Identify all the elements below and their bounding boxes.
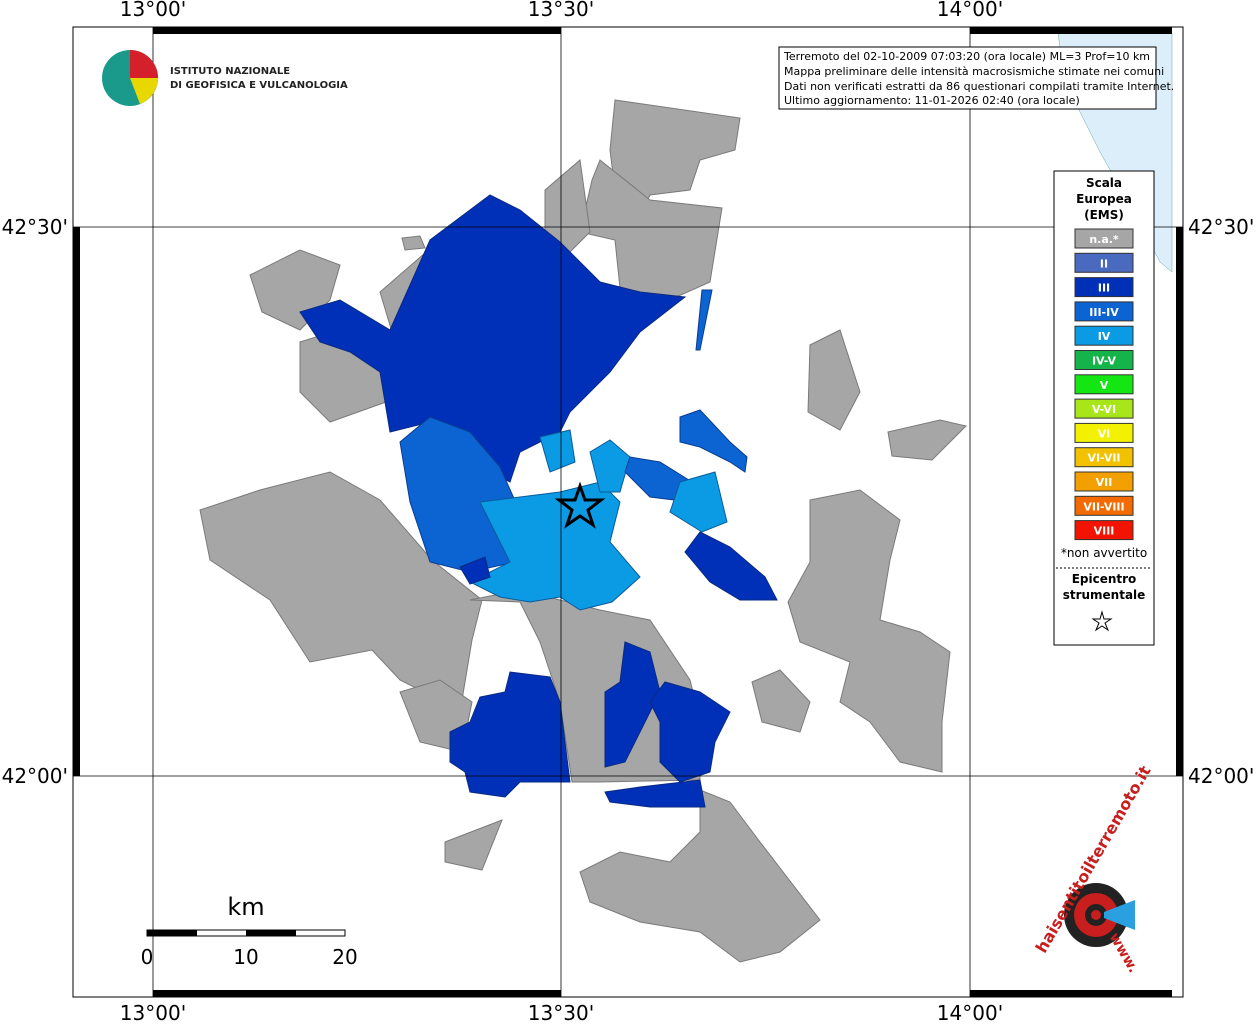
legend-swatch — [1074, 471, 1134, 492]
legend-label: II — [1100, 257, 1108, 270]
scale-bar: km 0 10 20 — [141, 893, 358, 969]
ingv-logo: ISTITUTO NAZIONALE DI GEOFISICA E VULCAN… — [102, 50, 348, 106]
municipalities-na — [199, 99, 967, 963]
legend-label: VI — [1098, 427, 1111, 440]
legend-label: V — [1100, 379, 1109, 392]
legend-swatch — [1074, 447, 1134, 468]
lon-label: 14°00' — [937, 1001, 1003, 1024]
legend-swatch — [1074, 495, 1134, 516]
info-box — [778, 46, 1157, 110]
legend-label: III — [1098, 282, 1110, 295]
municipalities-reported — [299, 194, 778, 808]
legend: Scala Europea (EMS) *non avvertito Epice… — [1053, 170, 1155, 646]
lat-label: 42°30' — [1188, 215, 1254, 239]
legend-title: (EMS) — [1084, 208, 1124, 222]
logo-text: ISTITUTO NAZIONALE — [170, 66, 290, 77]
lon-label: 13°30' — [528, 1001, 594, 1024]
legend-label: n.a.* — [1089, 233, 1119, 246]
lat-label: 42°30' — [2, 215, 68, 239]
legend-epicenter: strumentale — [1063, 588, 1146, 602]
legend-swatch — [1074, 325, 1134, 346]
lon-label: 13°30' — [528, 0, 594, 21]
logo-text: DI GEOFISICA E VULCANOLOGIA — [170, 80, 348, 91]
legend-label: IV — [1098, 330, 1111, 343]
lon-label: 13°00' — [120, 0, 186, 21]
legend-label: IV-V — [1092, 355, 1117, 368]
legend-swatch — [1074, 350, 1134, 370]
legend-label: VI-VII — [1087, 452, 1120, 465]
legend-swatch — [1074, 374, 1134, 395]
legend-swatch — [1074, 398, 1134, 419]
legend-swatch — [1074, 301, 1134, 322]
legend-label: VII — [1096, 476, 1113, 489]
legend-swatch — [1074, 422, 1134, 443]
info-line: Mappa preliminare delle intensità macros… — [784, 65, 1164, 78]
lon-label: 14°00' — [937, 0, 1003, 21]
info-line: Ultimo aggiornamento: 11-01-2026 02:40 (… — [784, 94, 1080, 107]
scale-unit: km — [227, 893, 264, 921]
scale-label: 10 — [233, 945, 258, 969]
legend-swatch — [1074, 277, 1134, 298]
legend-epicenter: Epicentro — [1072, 572, 1137, 586]
legend-swatch — [1074, 520, 1134, 541]
scale-label: 0 — [141, 945, 154, 969]
lat-label: 42°00' — [1188, 764, 1254, 788]
legend-title: Scala — [1086, 176, 1122, 190]
legend-label: VIII — [1094, 525, 1115, 538]
graticule — [73, 27, 1183, 997]
legend-swatch — [1074, 252, 1134, 273]
info-line: Terremoto del 02-10-2009 07:03:20 (ora l… — [783, 50, 1150, 63]
legend-title: Europea — [1076, 192, 1132, 206]
legend-note: *non avvertito — [1061, 546, 1147, 560]
info-line: Dati non verificati estratti da 86 quest… — [784, 80, 1174, 93]
epicenter — [554, 481, 606, 529]
legend-swatch — [1074, 228, 1134, 249]
legend-label: V-VI — [1092, 403, 1116, 416]
scale-label: 20 — [332, 945, 357, 969]
frame-bars — [73, 27, 1183, 997]
lat-label: 42°00' — [2, 764, 68, 788]
lon-label: 13°00' — [120, 1001, 186, 1024]
legend-label: VII-VIII — [1083, 500, 1124, 513]
legend-label: III-IV — [1089, 306, 1119, 319]
